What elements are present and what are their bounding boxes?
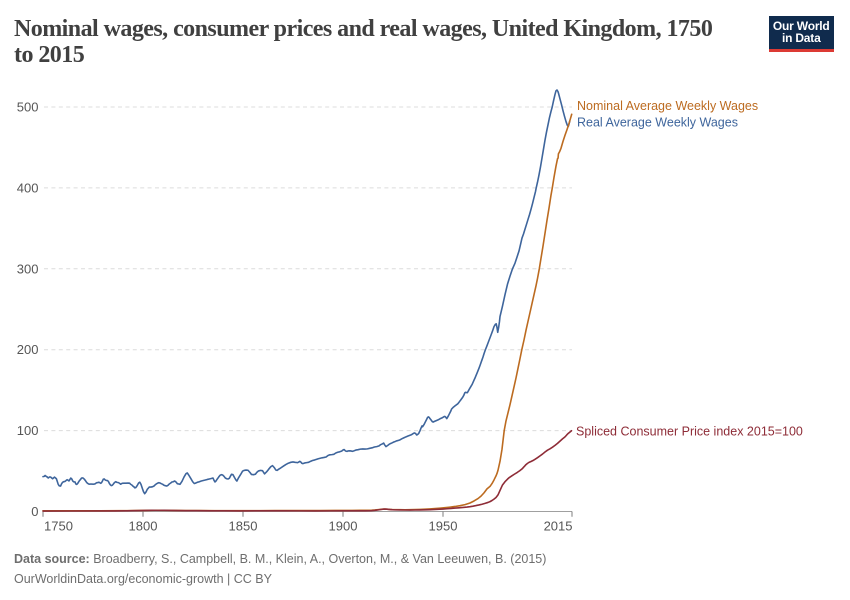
svg-text:1850: 1850 bbox=[229, 519, 258, 534]
svg-text:1950: 1950 bbox=[429, 519, 458, 534]
svg-text:Real Average Weekly Wages: Real Average Weekly Wages bbox=[577, 116, 738, 130]
svg-text:1800: 1800 bbox=[129, 519, 158, 534]
svg-text:0: 0 bbox=[31, 504, 38, 519]
svg-text:400: 400 bbox=[17, 180, 39, 195]
svg-text:1900: 1900 bbox=[329, 519, 358, 534]
svg-text:100: 100 bbox=[17, 423, 39, 438]
svg-text:Nominal Average Weekly Wages: Nominal Average Weekly Wages bbox=[577, 99, 758, 113]
svg-text:2015: 2015 bbox=[544, 519, 573, 534]
svg-text:200: 200 bbox=[17, 342, 39, 357]
svg-text:300: 300 bbox=[17, 261, 39, 276]
svg-text:1750: 1750 bbox=[44, 519, 73, 534]
svg-text:500: 500 bbox=[17, 100, 39, 115]
svg-text:Spliced Consumer Price index 2: Spliced Consumer Price index 2015=100 bbox=[576, 425, 803, 439]
